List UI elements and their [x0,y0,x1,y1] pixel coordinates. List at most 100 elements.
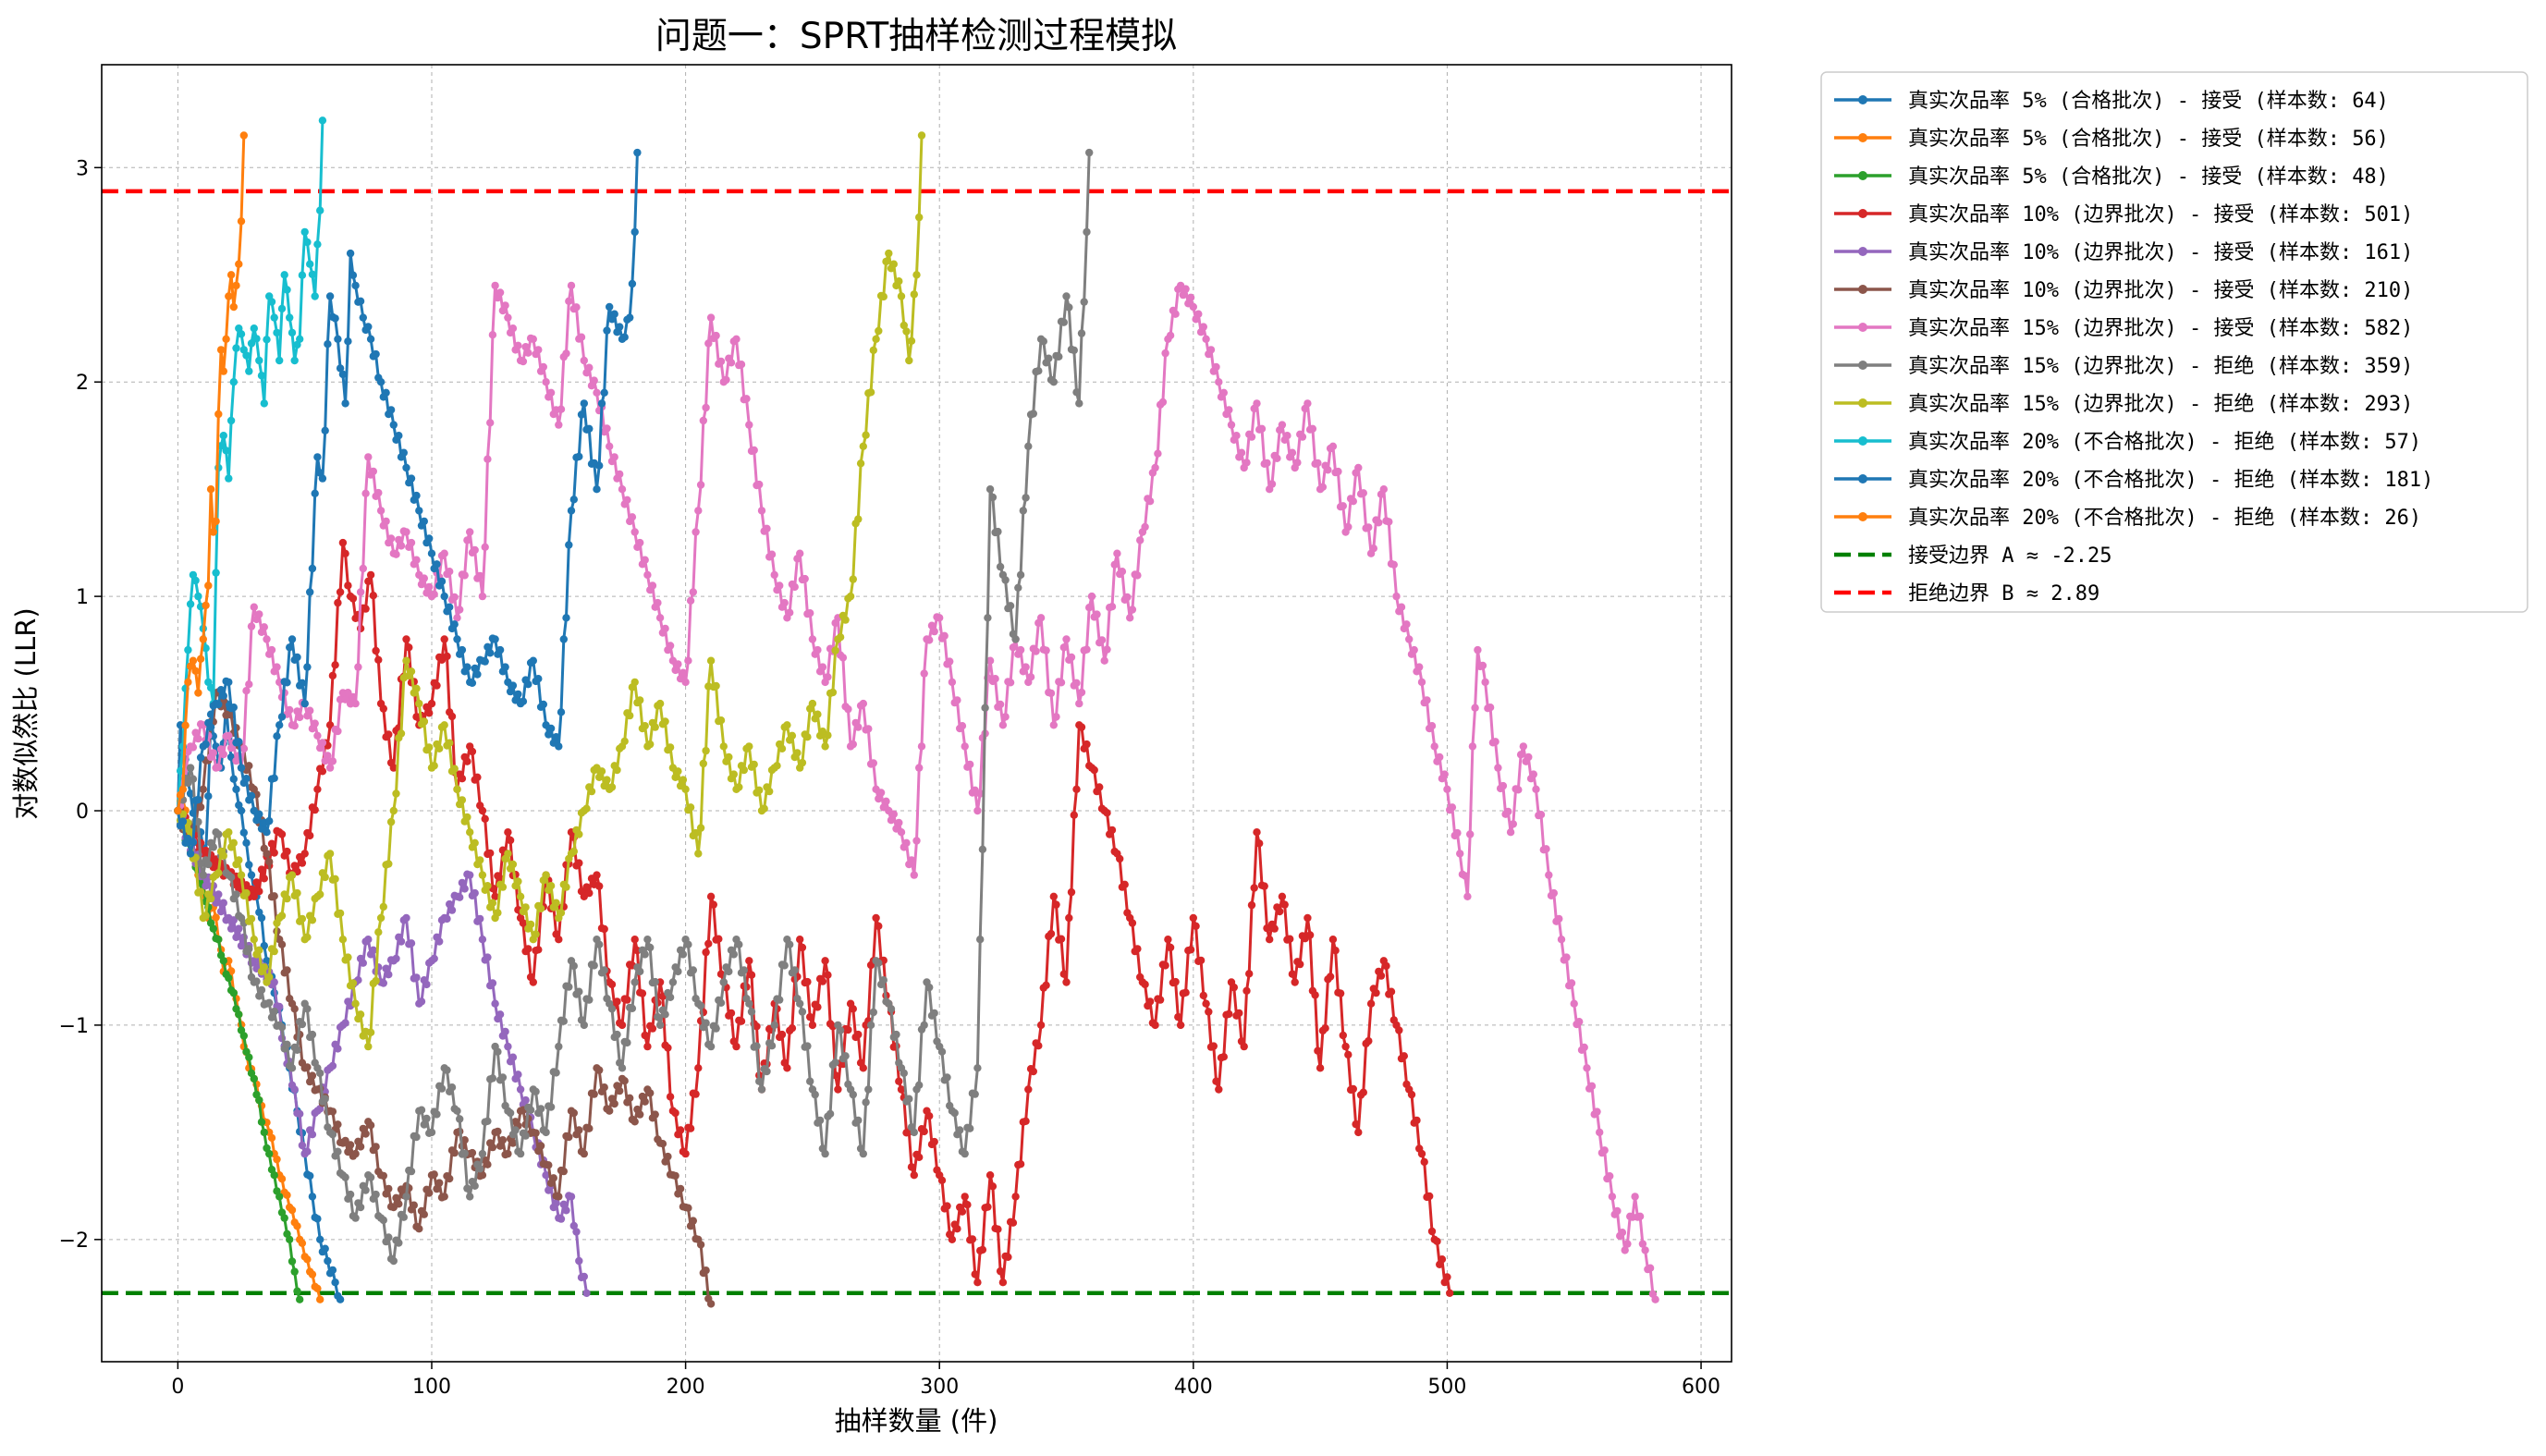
series-point [648,581,657,590]
series-point [446,568,454,576]
series-point [1413,1116,1421,1125]
series-point [1126,614,1134,622]
series-point [869,1008,877,1017]
series-point [1545,871,1553,879]
series-point [447,712,457,721]
series-point [443,914,451,924]
series-point [1623,1240,1632,1248]
series-point [1596,1128,1604,1137]
series-point [277,304,287,313]
series-point [1077,688,1086,697]
series-point [250,892,258,900]
series-point [953,1225,961,1233]
series-point [694,850,703,858]
series-point [382,388,390,397]
series-point [565,983,573,991]
series-point [562,1206,570,1215]
series-point [557,708,566,716]
series-point [760,804,768,813]
series-point [542,378,550,386]
series-point [536,1105,545,1113]
series-point [361,1186,370,1194]
series-point [270,1007,278,1016]
series-point [1123,593,1132,602]
series-point [298,1239,307,1248]
series-point [1181,988,1190,997]
series-point [808,635,817,643]
series-point [1631,1193,1639,1201]
series-point [1463,892,1472,900]
series-point [767,1042,777,1050]
series-point [336,1295,345,1303]
series-point [334,1147,342,1156]
series-point [646,943,655,952]
series-point [1613,1206,1622,1216]
series-point [516,1085,525,1094]
series-point [202,846,210,855]
series-point [214,869,223,877]
series-point [956,1126,964,1134]
series-point [184,678,192,687]
series-point [806,609,814,618]
series-point [643,936,652,944]
series-point [483,455,492,463]
series-point [235,856,243,864]
series-point [306,588,314,596]
series-point [308,916,317,924]
series-point [1022,1117,1030,1126]
series-point [306,260,314,268]
series-point [1212,1077,1220,1085]
series-point [681,678,690,687]
boundary-lines [102,189,1732,1296]
series-point [859,699,867,708]
series-point [745,421,753,429]
series-point [776,581,784,590]
series-point [936,614,944,622]
series-point [450,593,459,602]
series-point [435,1179,444,1187]
series-point [694,507,703,515]
series-point [407,538,416,547]
series-point [508,324,518,333]
series-point [1096,783,1104,791]
series-point [545,1161,553,1169]
series-point [1212,362,1220,372]
series-point [356,1203,365,1212]
series-point [293,1287,301,1295]
series-point [1481,678,1489,687]
series-point [1029,410,1038,418]
series [174,131,248,815]
series-point [1494,764,1502,772]
series-point [425,534,434,543]
series-point [1024,1085,1033,1094]
series-point [280,271,288,279]
series-point [821,1149,829,1158]
series-point [620,1077,629,1085]
series-point [729,770,738,778]
series-point [514,690,522,699]
series-point [679,668,688,677]
series-point [1524,752,1533,762]
series-point [212,913,220,922]
series-point [1247,900,1256,910]
series-point [237,217,246,226]
series-point [191,728,200,737]
series-point [313,1215,322,1223]
series-point [286,313,294,322]
series-point [815,1116,825,1125]
series-point [562,883,570,891]
series-point [849,1005,857,1013]
series-point [808,1021,817,1030]
series-point [206,723,215,731]
series-point [397,729,406,738]
series-point [453,1107,461,1115]
series-point [557,1215,566,1223]
series-point [1291,978,1299,986]
series-point [186,850,195,858]
series-point [478,806,487,815]
series-point [216,686,226,694]
series-point [1179,290,1188,300]
series-point [943,1073,951,1082]
series-point [1072,679,1081,687]
legend-marker [1858,361,1867,370]
